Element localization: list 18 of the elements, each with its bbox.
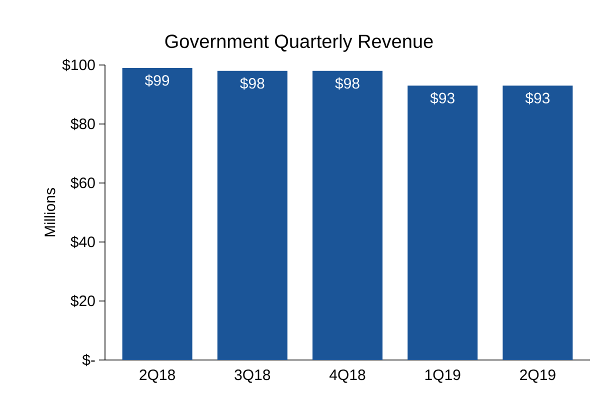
x-tick-label: 3Q18 [234,370,270,383]
x-tick-label: 1Q19 [425,370,460,383]
data-label: $93 [430,92,454,104]
data-label: $99 [144,74,170,87]
chart-title: Government Quarterly Revenue [165,34,433,52]
y-tick-label: $100 [62,58,95,72]
data-label: $93 [525,92,550,104]
x-tick-label: 2Q19 [520,370,556,383]
y-tick-label: $- [82,354,95,366]
data-label: $98 [335,77,360,90]
y-axis-title: Millions [44,188,56,236]
y-tick-label: $40 [70,236,95,248]
y-tick-label: $80 [70,118,95,130]
y-tick-label: $20 [70,294,95,308]
y-tick-label: $60 [70,176,95,190]
x-tick-label: 4Q18 [329,370,366,383]
data-label: $98 [240,77,264,90]
x-tick-label: 2Q18 [140,370,175,383]
